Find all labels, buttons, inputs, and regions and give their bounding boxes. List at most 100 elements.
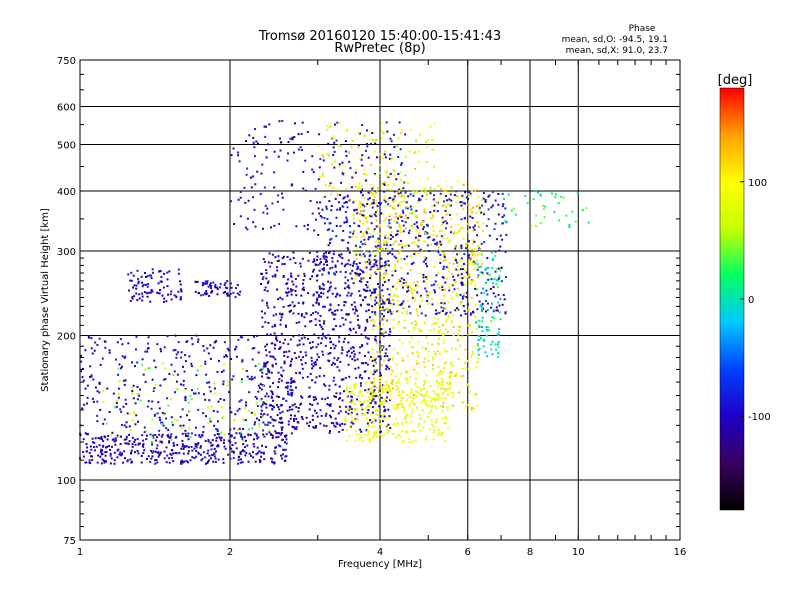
scatter-point	[386, 391, 389, 394]
scatter-point	[273, 186, 276, 189]
scatter-point	[297, 274, 300, 277]
scatter-point	[375, 139, 378, 141]
scatter-point	[216, 433, 219, 436]
scatter-point	[503, 214, 506, 217]
scatter-point	[373, 426, 376, 429]
scatter-point	[263, 364, 266, 367]
scatter-point	[220, 439, 223, 442]
scatter-point	[398, 188, 401, 191]
scatter-point	[315, 301, 318, 304]
scatter-point	[294, 122, 296, 125]
scatter-point	[253, 347, 256, 349]
scatter-point	[276, 200, 279, 203]
scatter-point	[355, 383, 358, 386]
scatter-point	[460, 302, 463, 305]
scatter-point	[91, 352, 94, 355]
scatter-point	[199, 446, 202, 449]
scatter-point	[386, 366, 389, 368]
scatter-point	[432, 431, 435, 434]
scatter-point	[279, 445, 282, 448]
scatter-point	[389, 304, 392, 307]
scatter-point	[475, 259, 478, 262]
scatter-point	[375, 394, 378, 397]
scatter-point	[390, 234, 392, 237]
scatter-point	[269, 404, 272, 406]
scatter-point	[204, 440, 207, 443]
scatter-point	[280, 379, 283, 382]
scatter-point	[373, 417, 376, 420]
scatter-point	[461, 335, 464, 338]
scatter-point	[436, 374, 439, 377]
scatter-point	[404, 191, 407, 194]
scatter-point	[412, 289, 415, 292]
scatter-point	[260, 172, 263, 175]
scatter-point	[478, 325, 481, 328]
scatter-point	[427, 293, 429, 296]
scatter-point	[277, 396, 280, 398]
scatter-point	[248, 410, 250, 413]
scatter-point	[224, 447, 227, 450]
scatter-point	[359, 374, 362, 376]
scatter-point	[363, 266, 366, 269]
scatter-point	[300, 337, 303, 340]
scatter-point	[239, 290, 242, 293]
scatter-point	[394, 263, 396, 266]
scatter-point	[81, 367, 84, 370]
scatter-point	[389, 427, 392, 430]
scatter-point	[103, 418, 106, 421]
scatter-point	[280, 426, 283, 429]
scatter-point	[363, 238, 366, 241]
scatter-point	[135, 348, 137, 351]
phase-mean-x: mean, sd,X: 91.0, 23.7	[566, 46, 668, 56]
scatter-point	[271, 253, 274, 256]
scatter-point	[378, 286, 381, 289]
scatter-point	[388, 302, 391, 304]
scatter-point	[339, 397, 341, 399]
scatter-point	[360, 202, 363, 205]
scatter-point	[277, 259, 280, 262]
scatter-point	[340, 352, 343, 355]
scatter-point	[190, 362, 193, 365]
scatter-point	[254, 225, 257, 228]
scatter-point	[335, 270, 338, 273]
scatter-point	[366, 281, 369, 283]
scatter-point	[413, 326, 416, 329]
scatter-point	[379, 433, 381, 436]
scatter-point	[403, 407, 406, 410]
scatter-point	[290, 290, 293, 293]
scatter-point	[113, 459, 116, 462]
scatter-point	[91, 459, 94, 462]
scatter-point	[407, 330, 410, 333]
scatter-point	[492, 309, 495, 312]
scatter-point	[444, 313, 447, 316]
scatter-point	[423, 210, 426, 213]
scatter-point	[448, 286, 451, 289]
scatter-point	[137, 277, 139, 280]
scatter-point	[505, 220, 508, 223]
scatter-point	[180, 356, 182, 359]
scatter-point	[345, 428, 348, 431]
scatter-point	[468, 391, 471, 394]
scatter-point	[285, 399, 288, 402]
scatter-point	[457, 260, 460, 263]
scatter-point	[391, 270, 394, 273]
scatter-point	[142, 284, 145, 286]
scatter-point	[372, 398, 375, 401]
scatter-point	[338, 430, 341, 433]
y-tick-label: 500	[57, 141, 76, 152]
scatter-point	[418, 393, 421, 396]
scatter-point	[263, 458, 266, 461]
scatter-point	[331, 260, 334, 263]
scatter-point	[483, 338, 486, 341]
scatter-cluster	[317, 121, 436, 203]
scatter-point	[369, 277, 372, 280]
scatter-point	[287, 390, 289, 393]
scatter-point	[356, 398, 358, 401]
scatter-point	[374, 395, 377, 398]
scatter-point	[467, 385, 470, 388]
scatter-point	[454, 280, 457, 283]
scatter-point	[354, 278, 357, 281]
scatter-point	[479, 336, 482, 339]
scatter-point	[456, 195, 458, 198]
scatter-point	[394, 285, 396, 287]
